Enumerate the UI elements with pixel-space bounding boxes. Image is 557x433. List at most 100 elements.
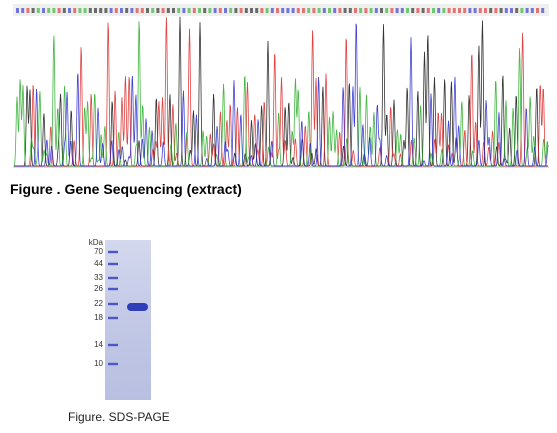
base-call (364, 8, 368, 13)
ladder-band (108, 362, 118, 366)
base-call (473, 8, 477, 13)
unit-label: kDa (89, 238, 104, 247)
base-call (411, 8, 415, 13)
base-call (224, 8, 227, 13)
base-call (525, 8, 529, 13)
base-call (317, 8, 321, 13)
base-call (260, 8, 264, 13)
base-call (16, 8, 19, 13)
marker-label: 14 (94, 340, 103, 349)
base-call (120, 8, 123, 13)
base-call (21, 8, 25, 13)
base-call (213, 8, 217, 13)
base-call (172, 8, 175, 13)
base-call (192, 8, 196, 13)
gel-image: kDa 70 44 33 26 22 18 14 10 (89, 238, 151, 400)
base-call (447, 8, 451, 13)
base-call (94, 8, 97, 13)
base-call (88, 8, 92, 13)
marker-label: 44 (94, 259, 103, 268)
base-call (432, 8, 435, 13)
base-call (489, 8, 493, 13)
base-call (281, 8, 285, 13)
base-call (400, 8, 404, 13)
base-call (187, 8, 191, 13)
base-call (270, 8, 274, 13)
ladder-band (108, 276, 118, 280)
base-call (478, 8, 482, 13)
base-call (198, 8, 201, 13)
ladder-band (108, 287, 118, 291)
ladder-band (108, 343, 118, 347)
base-call (354, 8, 357, 13)
base-call (520, 8, 524, 13)
base-call (541, 8, 545, 13)
base-call (406, 8, 409, 13)
base-call (78, 8, 82, 13)
marker-label: 22 (94, 299, 103, 308)
base-call (234, 8, 238, 13)
base-call (302, 8, 305, 13)
base-call (510, 8, 513, 13)
base-call (395, 8, 399, 13)
base-call (333, 8, 337, 13)
base-call (140, 8, 144, 13)
ladder-band (108, 316, 118, 320)
base-call (208, 8, 212, 13)
base-call (31, 8, 35, 13)
ladder-band (108, 302, 118, 306)
base-call (182, 8, 186, 13)
base-call (468, 8, 472, 13)
base-call (57, 8, 61, 13)
base-call (156, 8, 160, 13)
base-call (504, 8, 508, 13)
base-call (36, 8, 40, 13)
base-call (338, 8, 342, 13)
trace-group (13, 16, 549, 167)
marker-label: 33 (94, 273, 103, 282)
base-call (52, 8, 56, 13)
base-call (203, 8, 207, 13)
base-call (291, 8, 295, 13)
sample-band (127, 303, 148, 311)
base-call (322, 8, 326, 13)
base-call (229, 8, 233, 13)
base-call (374, 8, 378, 13)
base-call (515, 8, 519, 13)
base-call (250, 8, 253, 13)
ladder-band (108, 262, 118, 266)
base-call (286, 8, 290, 13)
base-call (463, 8, 467, 13)
base-call (296, 8, 300, 13)
base-call (135, 8, 139, 13)
base-call (166, 8, 170, 13)
base-call (73, 8, 77, 13)
base-call (104, 8, 108, 13)
base-call (458, 8, 461, 13)
base-call (385, 8, 389, 13)
base-call (151, 8, 155, 13)
base-call (26, 8, 30, 13)
base-call (239, 8, 243, 13)
base-call (343, 8, 347, 13)
base-call (484, 8, 487, 13)
marker-label: 70 (94, 247, 103, 256)
base-call (99, 8, 103, 13)
marker-label: 10 (94, 359, 103, 368)
base-call (494, 8, 498, 13)
ladder: 70 44 33 26 22 18 14 10 (94, 247, 118, 368)
base-call (42, 8, 45, 13)
base-call (452, 8, 456, 13)
base-call (83, 8, 87, 13)
trace (14, 17, 548, 167)
base-call (62, 8, 66, 13)
base-call (255, 8, 259, 13)
base-call (161, 8, 165, 13)
marker-label: 26 (94, 284, 103, 293)
base-call (130, 8, 134, 13)
base-call (276, 8, 279, 13)
base-call (359, 8, 363, 13)
trace (14, 23, 549, 167)
trace (13, 21, 549, 167)
